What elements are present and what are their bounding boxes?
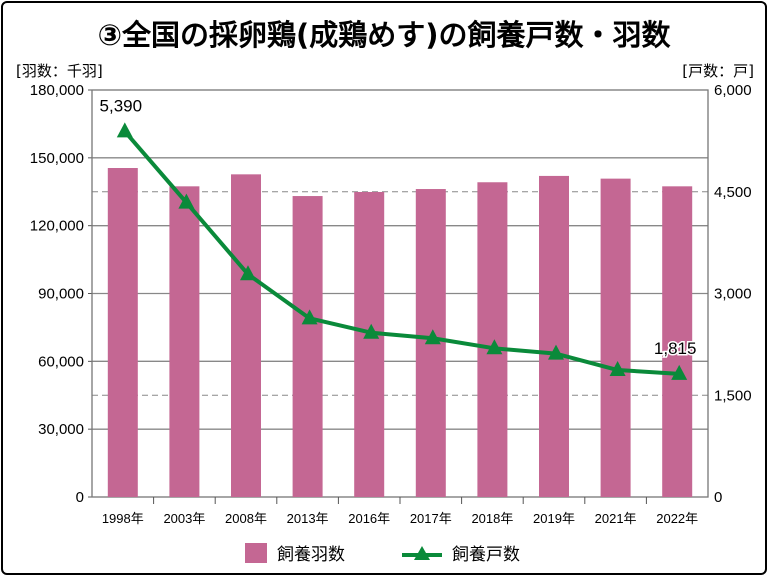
bar	[231, 174, 261, 497]
line-marker	[424, 329, 441, 345]
chart-title: ③全国の採卵鶏(成鶏めす)の飼養戸数・羽数	[97, 18, 671, 52]
data-label: 1,815	[654, 339, 697, 358]
y-left-tick-label: 150,000	[30, 150, 84, 167]
line-marker	[301, 309, 318, 325]
y-right-tick-label: 3,000	[714, 286, 752, 303]
x-tick-label: 1998年	[102, 511, 144, 526]
line-marker	[240, 265, 256, 281]
legend-bars: 飼養羽数	[245, 540, 345, 565]
legend-line: 飼養戸数	[400, 540, 520, 565]
bar	[107, 168, 138, 497]
x-tick-label: 2013年	[287, 511, 329, 526]
line-series	[123, 130, 680, 376]
y-left-tick-label: 120,000	[30, 218, 84, 235]
legend-line-label: 飼養戸数	[452, 545, 520, 565]
y-left-tick-label: 180,000	[30, 82, 84, 99]
right-axis-unit: [戸数：戸]	[682, 62, 754, 80]
legend-bar-swatch	[245, 542, 267, 563]
legend-bar-label: 飼養羽数	[277, 545, 345, 565]
y-right-tick-label: 0	[714, 489, 722, 506]
x-tick-label: 2017年	[410, 511, 452, 526]
x-tick-label: 2018年	[471, 511, 513, 526]
line-marker	[178, 193, 195, 209]
bar	[477, 182, 508, 497]
x-tick-label: 2003年	[163, 511, 205, 526]
y-left-tick-label: 0	[76, 489, 84, 506]
x-tick-label: 2021年	[595, 511, 637, 526]
x-tick-label: 2016年	[348, 511, 390, 526]
x-tick-label: 2008年	[225, 511, 267, 526]
y-right-tick-label: 4,500	[714, 184, 752, 201]
bar	[354, 191, 385, 497]
line-marker	[116, 122, 133, 138]
bar	[662, 186, 693, 497]
line-marker	[548, 344, 564, 360]
line-marker	[609, 361, 626, 377]
y-left-tick-label: 30,000	[38, 421, 84, 438]
x-tick-label: 2022年	[656, 511, 698, 526]
y-left-tick-label: 60,000	[38, 353, 84, 370]
bar	[169, 186, 200, 497]
y-right-tick-label: 1,500	[714, 387, 752, 404]
y-left-tick-label: 90,000	[38, 286, 84, 303]
bar	[539, 175, 569, 497]
y-right-tick-label: 6,000	[714, 82, 752, 99]
data-label: 5,390	[100, 96, 143, 115]
line-marker	[486, 339, 503, 355]
bar	[600, 178, 631, 497]
line-marker	[671, 364, 688, 380]
line-marker	[363, 323, 380, 339]
legend-line-swatch	[402, 545, 442, 560]
bar	[292, 196, 323, 497]
x-tick-label: 2019年	[533, 511, 575, 526]
left-axis-unit: [羽数：千羽]	[16, 62, 103, 80]
